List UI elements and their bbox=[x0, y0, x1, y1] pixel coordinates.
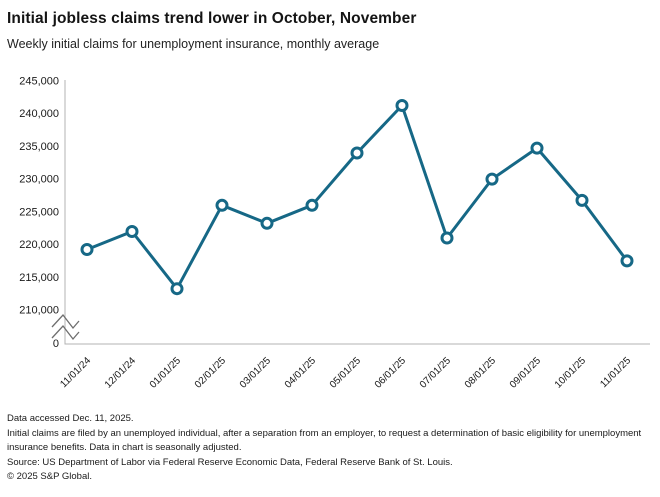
y-tick-label: 240,000 bbox=[19, 108, 59, 120]
x-tick-label: 01/01/25 bbox=[148, 355, 184, 391]
data-point-marker bbox=[305, 198, 319, 212]
data-point-marker bbox=[395, 99, 409, 112]
x-tick-label: 10/01/25 bbox=[553, 355, 589, 391]
data-point-marker bbox=[215, 198, 229, 212]
x-tick-label: 07/01/25 bbox=[418, 355, 454, 391]
line-chart-plot-area: 245,000 240,000 235,000 230,000 225,000 220,0… bbox=[19, 76, 650, 391]
source-note: Source: US Department of Labor via Feder… bbox=[7, 456, 453, 468]
axis-break-mark bbox=[51, 313, 80, 330]
chart-subtitle: Weekly initial claims for unemployment i… bbox=[7, 37, 380, 51]
y-tick-label: 220,000 bbox=[19, 239, 59, 251]
x-tick-label: 06/01/25 bbox=[373, 355, 409, 391]
x-tick-label: 12/01/24 bbox=[103, 355, 139, 391]
axis-lines bbox=[64, 80, 650, 345]
data-point-marker bbox=[350, 146, 364, 160]
x-tick-label: 09/01/25 bbox=[508, 355, 544, 391]
data-point-marker bbox=[620, 254, 634, 268]
x-tick-label: 02/01/25 bbox=[193, 355, 229, 391]
y-tick-label: 215,000 bbox=[19, 272, 59, 284]
copyright-note: © 2025 S&P Global. bbox=[7, 471, 92, 482]
x-tick-label: 11/01/25 bbox=[598, 355, 633, 390]
y-tick-label: 225,000 bbox=[19, 206, 59, 218]
y-tick-label: 235,000 bbox=[19, 141, 59, 153]
chart-title: Initial jobless claims trend lower in Oc… bbox=[7, 10, 417, 27]
y-tick-label: 210,000 bbox=[19, 305, 59, 317]
data-point-marker bbox=[575, 193, 589, 207]
y-tick-label: 230,000 bbox=[19, 174, 59, 186]
data-point-marker bbox=[80, 243, 94, 256]
data-point-marker bbox=[440, 231, 454, 245]
y-tick-label: 245,000 bbox=[19, 76, 59, 88]
x-tick-label: 05/01/25 bbox=[328, 355, 364, 391]
x-tick-label: 11/01/24 bbox=[58, 355, 93, 390]
chart-footnotes: Data accessed Dec. 11, 2025. Initial cla… bbox=[7, 412, 653, 485]
y-tick-label-zero: 0 bbox=[53, 338, 59, 350]
data-point-marker bbox=[485, 172, 499, 186]
x-tick-label: 04/01/25 bbox=[283, 355, 319, 391]
data-point-marker bbox=[260, 216, 274, 230]
data-point-marker bbox=[530, 141, 544, 155]
data-point-marker bbox=[125, 225, 139, 238]
definition-note: Initial claims are filed by an unemploye… bbox=[7, 427, 642, 454]
data-point-marker bbox=[170, 282, 184, 296]
x-tick-label: 08/01/25 bbox=[463, 355, 499, 391]
x-tick-label: 03/01/25 bbox=[238, 355, 274, 391]
claims-series-line bbox=[85, 104, 629, 291]
axis-break-mark bbox=[51, 324, 80, 341]
data-accessed-note: Data accessed Dec. 11, 2025. bbox=[7, 413, 134, 424]
